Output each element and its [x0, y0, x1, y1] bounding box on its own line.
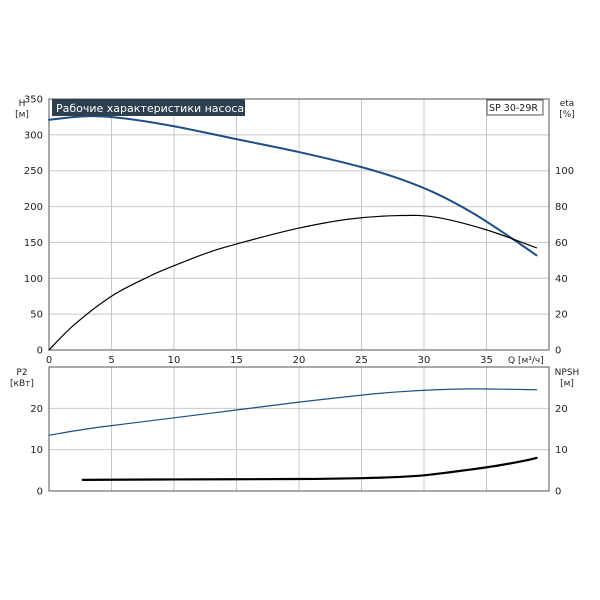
y2-axis-label-unit: [%] — [559, 110, 575, 120]
y2-tick-label: 20 — [555, 310, 568, 321]
y2-tick-label: 40 — [555, 274, 568, 285]
lower-plot-frame — [48, 366, 550, 492]
y2-tick-label: 0 — [555, 346, 561, 357]
npsh-axis-label-unit: [м] — [560, 379, 574, 389]
y2-axis-label: eta — [560, 99, 575, 109]
model-box — [486, 99, 544, 116]
upper-plot-frame — [48, 98, 550, 351]
lower-grid — [49, 367, 549, 491]
x-tick-label: 5 — [108, 355, 114, 366]
curve-eta — [48, 214, 538, 351]
y2-tick-label: 60 — [555, 238, 568, 249]
npsh-tick-label: 10 — [555, 445, 568, 456]
x-axis-label: Q [м³/ч] — [508, 356, 544, 366]
title-background — [52, 99, 245, 116]
curve-p2 — [48, 388, 538, 436]
x-tick-label: 25 — [355, 355, 368, 366]
y2-tick-label: 100 — [555, 166, 574, 177]
curve-npsh — [81, 456, 538, 481]
x-tick-label: 0 — [46, 355, 52, 366]
y-tick-label: 300 — [24, 130, 43, 141]
y-axis-label-unit: [м] — [15, 110, 29, 120]
npsh-axis-label: NPSH — [555, 368, 580, 378]
y-tick-label: 0 — [37, 346, 43, 357]
curves — [48, 115, 538, 481]
p2-tick-label: 20 — [30, 404, 43, 415]
p2-tick-label: 0 — [37, 487, 43, 498]
y2-tick-label: 80 — [555, 202, 568, 213]
p2-axis-label-unit: [кВт] — [10, 379, 34, 389]
x-tick-label: 15 — [230, 355, 243, 366]
npsh-tick-label: 20 — [555, 404, 568, 415]
upper-grid — [49, 98, 549, 350]
npsh-tick-label: 0 — [555, 487, 561, 498]
y-tick-label: 200 — [24, 202, 43, 213]
y-tick-label: 100 — [24, 274, 43, 285]
y-tick-label: 250 — [24, 166, 43, 177]
x-tick-label: 10 — [168, 355, 181, 366]
y-axis-label: H — [19, 99, 26, 109]
y-tick-label: 150 — [24, 238, 43, 249]
curve-head — [48, 115, 538, 257]
p2-axis-label: P2 — [16, 368, 27, 378]
y-tick-label: 50 — [30, 310, 43, 321]
y-tick-label: 350 — [24, 95, 43, 106]
p2-tick-label: 10 — [30, 445, 43, 456]
x-tick-label: 30 — [418, 355, 431, 366]
chart-title: Рабочие характеристики насоса — [56, 102, 244, 115]
model-label: SP 30-29R — [489, 103, 538, 114]
axis-labels: H[м]eta[%]P2[кВт]NPSH[м]Q [м³/ч] — [10, 99, 579, 389]
x-tick-label: 35 — [480, 355, 493, 366]
x-tick-label: 20 — [293, 355, 306, 366]
